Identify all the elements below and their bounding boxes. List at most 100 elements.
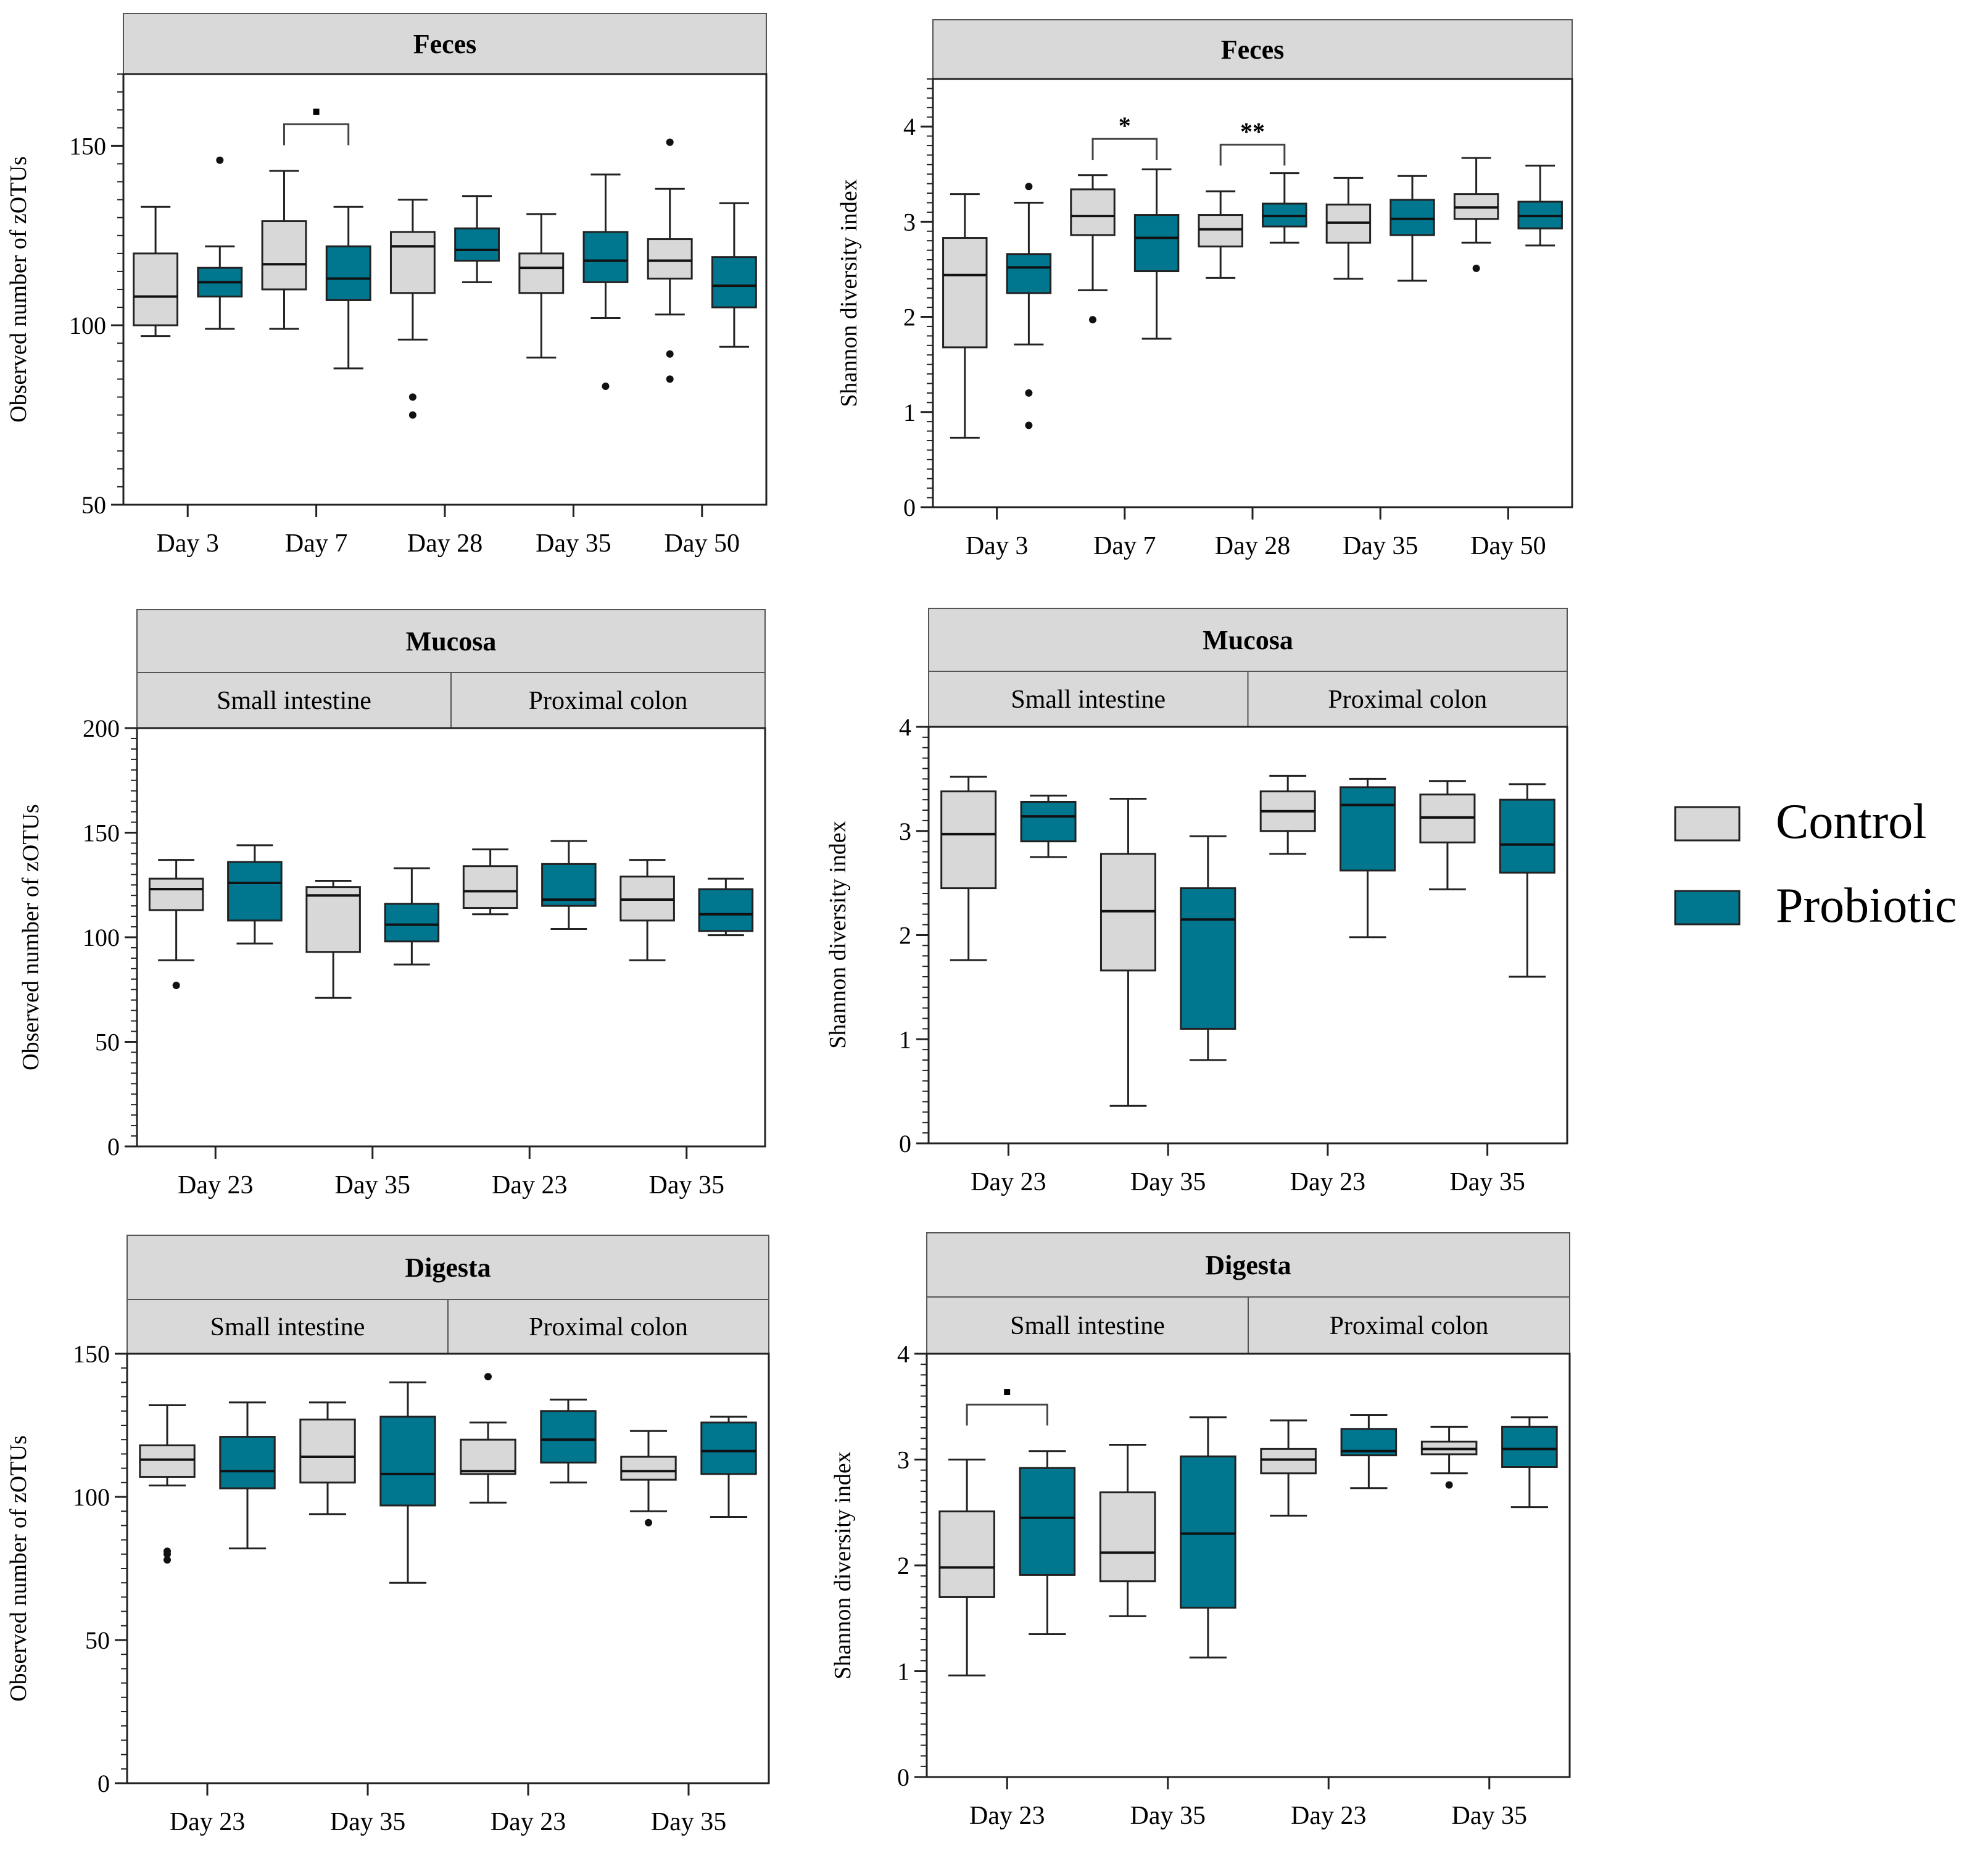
control-box	[518, 213, 565, 359]
y-tick-label: 3	[899, 818, 911, 845]
y-tick-label: 100	[83, 924, 120, 951]
y-tick-label: 150	[69, 132, 106, 160]
probiotic-box	[1340, 777, 1396, 938]
control-box	[1198, 190, 1243, 279]
x-tick-label: Day 23	[492, 1171, 567, 1199]
x-tick-label: Day 23	[178, 1171, 253, 1199]
y-axis-title: Shannon diversity index	[825, 821, 851, 1048]
probiotic-box	[1020, 794, 1077, 858]
control-box	[299, 1401, 356, 1515]
significance-bracket	[283, 123, 350, 146]
control-box	[1419, 780, 1476, 890]
x-tick-label: Day 35	[536, 529, 611, 558]
probiotic-box	[1501, 1416, 1558, 1509]
y-tick-label: 3	[897, 1446, 909, 1474]
y-tick-label: 50	[85, 1626, 110, 1654]
region-strip	[1247, 671, 1568, 727]
region-label: Small intestine	[1010, 1312, 1165, 1340]
x-tick-label: Day 23	[170, 1808, 245, 1836]
region-label: Proximal colon	[1328, 686, 1487, 714]
panel-title-strip	[123, 13, 767, 75]
x-tick-label: Day 23	[1290, 1168, 1365, 1196]
x-tick-label: Day 35	[330, 1808, 405, 1836]
x-tick-label: Day 50	[665, 529, 740, 558]
x-tick-label: Day 35	[1130, 1802, 1206, 1830]
iqr-box	[1390, 199, 1435, 236]
iqr-box	[261, 220, 307, 291]
iqr-box	[1260, 1448, 1317, 1475]
legend-swatch-control	[1674, 806, 1741, 842]
iqr-box	[942, 237, 988, 349]
outlier-point	[216, 156, 224, 164]
outlier-point	[1025, 389, 1033, 397]
iqr-box	[620, 1456, 677, 1481]
legend: Control Probiotic	[1674, 795, 1957, 933]
probiotic-box	[582, 173, 629, 391]
iqr-box	[454, 227, 500, 262]
y-tick-label: 50	[81, 491, 106, 519]
control-box	[139, 1404, 196, 1564]
region-strip	[126, 1299, 449, 1354]
probiotic-box	[1499, 783, 1555, 978]
region-label: Small intestine	[1011, 686, 1166, 714]
control-box	[1100, 797, 1156, 1107]
panel-title-strip	[932, 19, 1573, 80]
panel-title-strip	[126, 1235, 769, 1300]
iqr-box	[518, 252, 565, 294]
probiotic-box	[700, 1415, 757, 1518]
y-tick-label: 50	[95, 1029, 120, 1056]
y-tick-label: 0	[107, 1133, 120, 1161]
region-strip	[136, 672, 452, 729]
outlier-point	[666, 350, 674, 358]
control-box	[1420, 1425, 1478, 1489]
probiotic-box	[454, 195, 500, 283]
iqr-box	[133, 252, 179, 326]
iqr-box	[938, 1510, 995, 1598]
control-box	[148, 859, 204, 989]
panel-title: Digesta	[1205, 1250, 1291, 1280]
probiotic-box	[197, 156, 243, 330]
iqr-box	[711, 256, 757, 309]
x-tick-label: Day 35	[651, 1808, 726, 1836]
iqr-box	[379, 1415, 436, 1507]
outlier-point	[666, 375, 674, 383]
control-box	[261, 170, 307, 330]
y-tick-label: 3	[903, 208, 916, 236]
iqr-box	[1133, 214, 1180, 273]
x-tick-label: Day 7	[1093, 532, 1156, 560]
outlier-point	[645, 1518, 652, 1527]
region-strip	[1248, 1296, 1570, 1354]
iqr-box	[148, 877, 204, 911]
control-box	[460, 1373, 516, 1504]
probiotic-box	[1006, 183, 1052, 429]
control-box	[389, 199, 436, 419]
outlier-point	[602, 383, 610, 391]
significance-label: **	[1240, 117, 1265, 145]
y-tick-label: 0	[899, 1130, 911, 1158]
control-box	[462, 848, 518, 916]
iqr-box	[384, 903, 440, 943]
iqr-box	[698, 888, 754, 932]
iqr-box	[1019, 1467, 1076, 1576]
iqr-box	[389, 231, 436, 294]
plot-frame	[126, 1353, 770, 1784]
outlier-point	[408, 393, 416, 401]
iqr-box	[227, 861, 283, 922]
x-tick-label: Day 23	[971, 1168, 1046, 1196]
x-tick-label: Day 7	[285, 529, 347, 558]
y-tick-label: 150	[83, 819, 120, 847]
legend-label-control: Control	[1776, 795, 1926, 849]
iqr-box	[299, 1419, 356, 1484]
panel-title: Feces	[413, 29, 477, 59]
x-tick-label: Day 35	[1343, 532, 1418, 560]
probiotic-box	[384, 867, 440, 966]
iqr-box	[582, 231, 629, 283]
outlier-point	[666, 138, 674, 146]
iqr-box	[1499, 798, 1555, 874]
control-box	[1070, 174, 1116, 324]
x-tick-label: Day 35	[1452, 1802, 1527, 1830]
probiotic-box	[711, 202, 757, 348]
control-box	[1259, 774, 1316, 855]
iqr-box	[1340, 786, 1396, 872]
